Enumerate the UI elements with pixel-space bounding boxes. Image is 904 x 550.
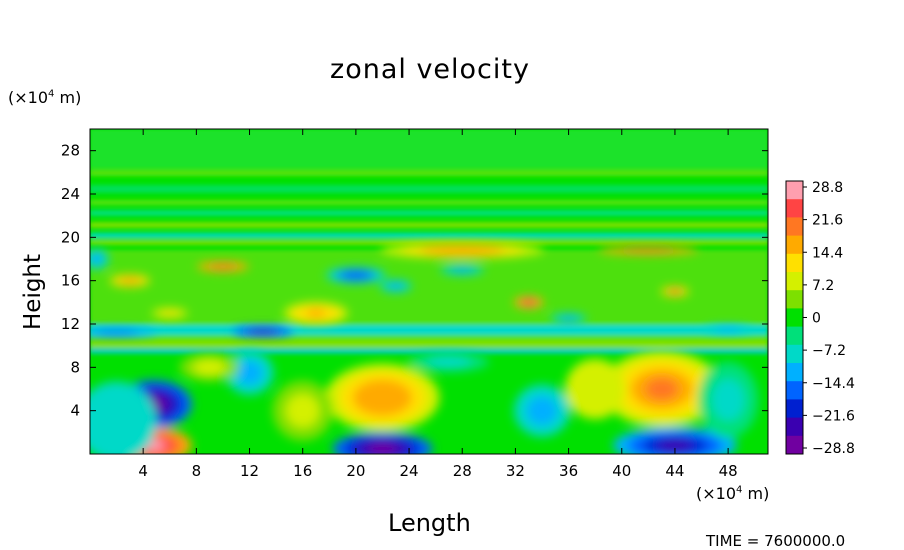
x-axis-unit: (×104 m)	[696, 484, 770, 503]
upper-band	[90, 200, 768, 205]
y-axis: 4 8 12 16 20 24 28	[61, 142, 768, 420]
velocity-feature	[440, 246, 485, 254]
colorbar-tick-label: 7.2	[812, 278, 834, 294]
velocity-feature	[286, 394, 320, 428]
velocity-feature	[386, 282, 405, 290]
colorbar-segment	[786, 235, 803, 255]
x-tick-label: 8	[192, 462, 202, 480]
y-tick-label: 8	[70, 358, 80, 376]
x-tick-label: 16	[293, 462, 312, 480]
x-tick-label: 4	[138, 462, 148, 480]
velocity-feature	[306, 308, 326, 318]
colorbar: 28.8 21.6 14.4 7.2 0 −7.2 −14.4 −21.6 −28.8	[785, 180, 855, 457]
colorbar-segment	[786, 381, 803, 400]
velocity-feature	[711, 378, 745, 421]
velocity-feature	[366, 387, 399, 408]
turbulent-layer	[90, 348, 768, 354]
colorbar-tick-label: −14.4	[812, 376, 855, 392]
turbulent-layer	[90, 340, 768, 348]
velocity-feature	[242, 365, 258, 380]
chart-title: zonal velocity	[330, 54, 530, 85]
velocity-feature	[346, 271, 365, 279]
velocity-feature	[667, 288, 683, 295]
y-tick-label: 24	[61, 185, 80, 203]
x-tick-label: 32	[506, 462, 525, 480]
colorbar-segment	[786, 290, 803, 309]
velocity-feature	[578, 372, 612, 406]
upper-band	[90, 233, 768, 238]
y-axis-unit: (×104 m)	[8, 88, 82, 107]
turbulent-layer	[90, 325, 768, 335]
colorbar-tick-label: −7.2	[812, 343, 846, 359]
x-axis: 4 8 12 16 20 24 28 32 36 40 44 48	[138, 129, 738, 480]
upper-band	[90, 222, 768, 228]
x-axis-label: Length	[388, 509, 471, 537]
y-tick-label: 12	[61, 315, 80, 333]
colorbar-segment	[786, 435, 803, 455]
x-tick-label: 24	[400, 462, 419, 480]
velocity-feature	[94, 399, 139, 444]
velocity-feature	[208, 263, 238, 270]
velocity-feature	[118, 277, 141, 284]
colorbar-tick-label: 14.4	[812, 245, 843, 261]
upper-band	[90, 210, 768, 216]
x-tick-label: 28	[453, 462, 472, 480]
colorbar-segment	[786, 417, 803, 437]
colorbar-tick-label: 28.8	[812, 180, 843, 196]
velocity-feature	[620, 248, 676, 253]
velocity-feature	[159, 310, 180, 316]
y-axis-label: Height	[20, 253, 46, 330]
velocity-feature	[526, 396, 558, 425]
velocity-feature	[94, 330, 139, 335]
colorbar-tick-label: −21.6	[812, 408, 855, 424]
x-tick-label: 40	[612, 462, 631, 480]
colorbar-segment	[786, 308, 803, 328]
plot-frame	[89, 128, 769, 455]
velocity-feature	[90, 253, 104, 265]
colorbar-tick-label: 21.6	[812, 213, 843, 229]
y-tick-label: 16	[61, 272, 80, 290]
y-tick-label: 4	[70, 402, 80, 420]
velocity-feature	[246, 328, 280, 335]
x-tick-label: 12	[240, 462, 259, 480]
colorbar-segment	[786, 253, 803, 273]
velocity-field	[90, 129, 768, 454]
velocity-feature	[645, 378, 679, 400]
y-tick-label: 20	[61, 228, 80, 246]
colorbar-segment	[786, 272, 803, 291]
time-label: TIME = 7600000.0	[706, 532, 846, 550]
velocity-feature	[193, 359, 227, 376]
velocity-feature	[714, 327, 742, 332]
y-tick-label: 28	[61, 142, 80, 160]
colorbar-segment	[786, 217, 803, 237]
velocity-feature	[657, 439, 692, 452]
velocity-feature	[426, 356, 471, 368]
x-tick-label: 48	[719, 462, 738, 480]
x-tick-label: 20	[346, 462, 365, 480]
x-tick-label: 36	[559, 462, 578, 480]
upper-band	[90, 240, 768, 245]
colorbar-segment	[786, 399, 803, 419]
colorbar-segment	[786, 344, 803, 364]
colorbar-segment	[786, 181, 803, 200]
colorbar-tick-label: 0	[812, 311, 821, 327]
colorbar-segment	[786, 199, 803, 218]
colorbar-segment	[786, 326, 803, 346]
upper-band	[90, 170, 768, 176]
upper-band	[90, 185, 768, 193]
colorbar-tick-label: −28.8	[812, 441, 855, 457]
upper-band	[90, 129, 768, 169]
velocity-feature	[558, 315, 579, 322]
x-tick-label: 44	[665, 462, 684, 480]
colorbar-segment	[786, 363, 803, 382]
velocity-feature	[520, 299, 537, 306]
velocity-feature	[368, 443, 397, 454]
velocity-feature	[450, 267, 475, 273]
